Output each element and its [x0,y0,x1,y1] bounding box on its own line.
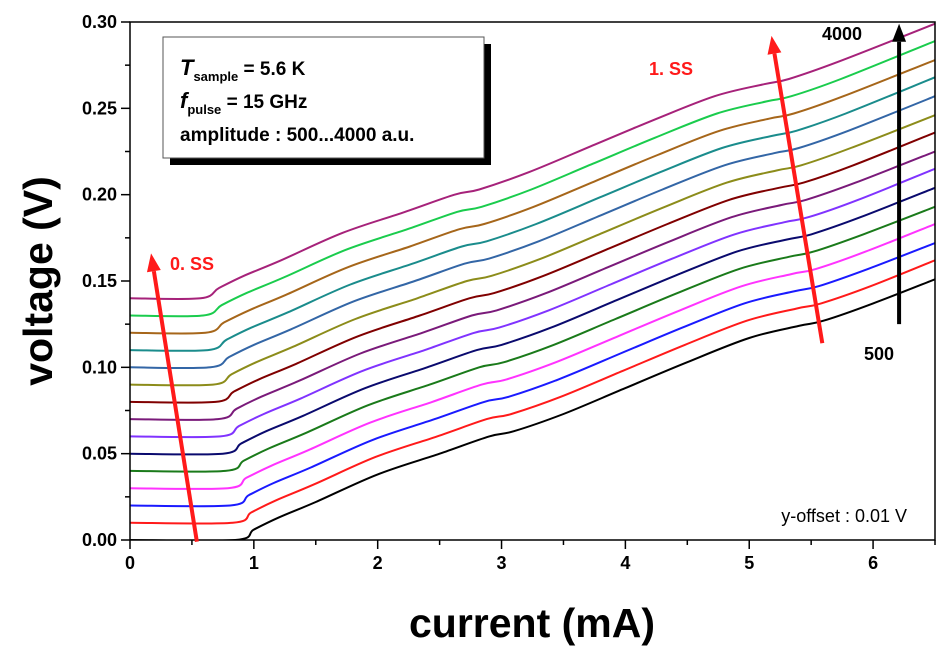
y-tick-label: 0.25 [82,98,117,118]
label-1-ss: 1. SS [649,59,693,79]
y-offset-note: y-offset : 0.01 V [781,506,907,526]
series-line-10 [130,95,935,370]
arrow-0-ss-shaft [151,270,199,543]
param-temperature: Tsample = 5.6 K [180,55,306,84]
param-frequency: fpulse = 15 GHz [180,88,307,117]
arrow-1-ss-head [767,35,782,55]
y-tick-label: 0.10 [82,357,117,377]
y-tick-label: 0.00 [82,530,117,550]
series-line-12 [130,59,935,335]
x-tick-label: 6 [868,553,878,573]
series-line-8 [130,131,935,404]
x-tick-label: 4 [620,553,630,573]
parameter-box: Tsample = 5.6 K fpulse = 15 GHz amplitud… [162,36,491,165]
annotations [146,23,907,543]
series-line-11 [130,76,935,352]
x-axis-title: current (mA) [409,600,655,646]
arrow-0-ss-head [146,253,161,273]
y-tick-label: 0.15 [82,271,117,291]
arrow-1-ss-shaft [772,53,825,344]
y-axis-title: voltage (V) [15,176,61,386]
label-amplitude-4000: 4000 [822,24,862,44]
x-tick-label: 2 [373,553,383,573]
series-line-7 [130,150,935,421]
parameter-box-frame [162,36,485,159]
label-amplitude-500: 500 [864,344,894,364]
y-tick-label: 0.05 [82,444,117,464]
series-line-3 [130,223,935,490]
series-line-14 [130,22,935,301]
series-line-13 [130,40,935,318]
series-line-4 [130,205,935,473]
y-tick-label: 0.30 [82,12,117,32]
axes: 0 1 2 3 4 5 6 0.00 0.05 0.10 0.15 0.20 0.25 0.30 [82,12,936,573]
x-tick-label: 5 [744,553,754,573]
x-tick-label: 3 [497,553,507,573]
y-tick-label: 0.20 [82,185,117,205]
series-line-5 [130,186,935,456]
series-line-0 [130,278,935,540]
arrow-amplitude-head [892,23,907,42]
param-amplitude: amplitude : 500...4000 a.u. [180,125,414,146]
series-line-9 [130,114,935,387]
label-0-ss: 0. SS [170,254,214,274]
x-tick-label: 0 [125,553,135,573]
series-line-6 [130,167,935,439]
series-line-1 [130,259,935,525]
series-layer [130,22,935,540]
x-tick-label: 1 [249,553,259,573]
series-line-2 [130,242,935,508]
